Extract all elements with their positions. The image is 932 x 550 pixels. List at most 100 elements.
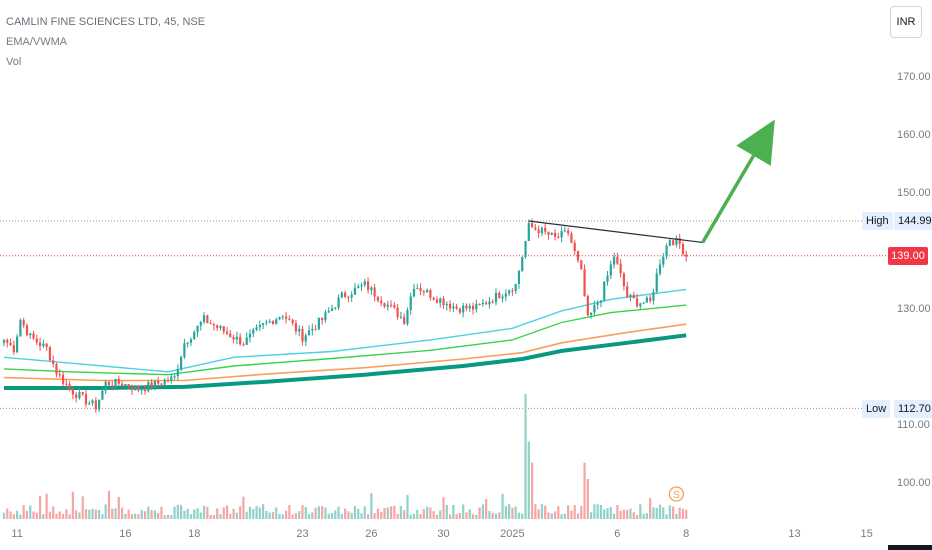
candle-body xyxy=(448,303,452,309)
candle-body xyxy=(573,242,576,252)
volume-bar xyxy=(173,506,176,519)
volume-bar xyxy=(193,509,196,519)
candle-body xyxy=(124,384,127,386)
volume-bar xyxy=(147,506,150,519)
volume-bar xyxy=(68,514,71,519)
candle-body xyxy=(567,230,570,234)
volume-bar xyxy=(111,508,114,519)
candle-body xyxy=(458,308,462,313)
volume-bar xyxy=(117,496,120,519)
y-tick-label: 160.00 xyxy=(897,129,931,141)
candle-body xyxy=(347,296,350,298)
volume-bar xyxy=(170,515,173,519)
candle-body xyxy=(71,389,74,395)
volume-bar xyxy=(606,508,609,519)
candle-body xyxy=(583,269,586,296)
candle-body xyxy=(514,283,517,292)
volume-bar xyxy=(32,511,35,519)
volume-bar xyxy=(235,512,238,519)
candle-body xyxy=(317,317,320,330)
candle-body xyxy=(262,323,265,325)
resistance-trendline xyxy=(528,220,703,244)
volume-bar xyxy=(134,513,137,519)
candle-body xyxy=(311,328,314,331)
low-label: Low xyxy=(862,400,891,418)
candle-body xyxy=(468,305,471,309)
candle-body xyxy=(294,323,298,332)
candle-body xyxy=(337,297,340,308)
volume-bar xyxy=(183,510,186,519)
indicator-volume[interactable]: Vol xyxy=(6,56,22,68)
x-tick-label: 8 xyxy=(683,528,689,540)
candle-body xyxy=(426,289,429,293)
x-tick-label: 30 xyxy=(437,528,449,540)
candle-body xyxy=(396,307,399,318)
candle-body xyxy=(2,339,6,343)
candle-body xyxy=(547,231,550,235)
candle-body xyxy=(586,295,589,316)
volume-bar xyxy=(347,511,350,519)
candle-body xyxy=(25,325,29,336)
candle-body xyxy=(130,387,134,391)
candle-body xyxy=(114,378,117,387)
volume-bar xyxy=(422,509,425,519)
currency-button[interactable]: INR xyxy=(890,6,922,38)
x-tick-label: 11 xyxy=(11,528,22,540)
candle-body xyxy=(681,244,685,255)
candle-body xyxy=(12,345,15,353)
candle-body xyxy=(393,304,396,308)
candle-body xyxy=(360,284,363,287)
ema-lines xyxy=(3,288,687,390)
ema-line-orange xyxy=(3,323,687,382)
candle-body xyxy=(202,315,206,323)
candle-body xyxy=(471,305,475,310)
candle-body xyxy=(442,298,445,306)
candle-body xyxy=(429,289,432,298)
candle-body xyxy=(416,288,419,290)
volume-bar xyxy=(48,511,52,519)
candle-body xyxy=(399,316,402,318)
volume-bar xyxy=(586,479,589,519)
volume-bar xyxy=(580,506,583,519)
candle-body xyxy=(281,316,284,318)
volume-bar xyxy=(199,512,202,519)
volume-bar xyxy=(665,514,668,519)
candle-body xyxy=(255,327,258,330)
candle-body xyxy=(606,275,609,282)
candle-body xyxy=(534,227,537,230)
volume-bar xyxy=(294,513,298,519)
volume-bar xyxy=(324,507,327,519)
candle-body xyxy=(55,364,58,375)
volume-bar xyxy=(288,505,291,519)
volume-bar xyxy=(504,506,507,519)
candle-body xyxy=(563,230,566,232)
candle-body xyxy=(101,390,104,400)
volume-bar xyxy=(494,513,498,519)
up-arrow-shaft xyxy=(701,154,756,244)
candle-body xyxy=(389,304,393,306)
price-level-lines xyxy=(0,220,888,409)
candle-body xyxy=(19,320,22,337)
volume-bar xyxy=(281,514,284,519)
y-tick-label: 150.00 xyxy=(897,187,931,199)
candle-body xyxy=(78,392,81,399)
volume-bar xyxy=(137,514,140,519)
volume-bar xyxy=(409,514,412,519)
volume-bar xyxy=(209,515,212,519)
candle-body xyxy=(61,374,65,384)
candle-body xyxy=(239,336,242,345)
volume-bar xyxy=(29,505,32,519)
volume-bar xyxy=(622,509,626,519)
low-value: 112.70 xyxy=(894,400,932,418)
candle-body xyxy=(593,304,596,313)
volume-bar xyxy=(376,508,380,519)
volume-bar xyxy=(540,504,544,519)
candle-body xyxy=(494,292,498,303)
symbol-title[interactable]: CAMLIN FINE SCIENCES LTD, 45, NSE xyxy=(6,16,206,28)
candle-body xyxy=(373,287,376,297)
indicator-ema-vwma[interactable]: EMA/VWMA xyxy=(6,36,68,48)
drawings[interactable]: S xyxy=(528,119,775,502)
candle-body xyxy=(222,326,225,332)
volume-bar xyxy=(485,499,488,519)
